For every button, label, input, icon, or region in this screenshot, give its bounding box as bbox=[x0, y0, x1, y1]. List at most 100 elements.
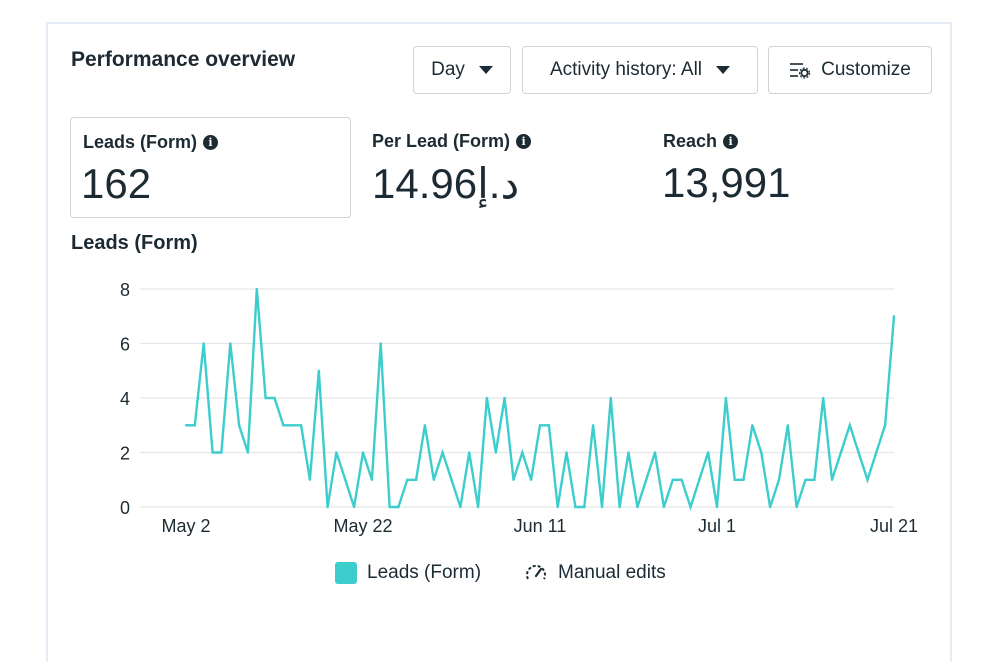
data-point bbox=[184, 424, 188, 427]
data-point bbox=[822, 396, 825, 400]
y-tick-label: 6 bbox=[120, 335, 130, 355]
data-point bbox=[397, 505, 400, 509]
data-point bbox=[352, 505, 356, 509]
data-point bbox=[538, 424, 542, 427]
data-point bbox=[662, 505, 666, 509]
data-point bbox=[308, 478, 312, 481]
metric-label: Leads (Form) i bbox=[83, 132, 219, 153]
data-point bbox=[715, 505, 719, 509]
data-point bbox=[609, 396, 612, 400]
activity-history-label: Activity history: All bbox=[549, 59, 703, 80]
page-title: Performance overview bbox=[71, 48, 296, 71]
legend-swatch bbox=[335, 562, 357, 584]
data-point bbox=[565, 451, 568, 454]
x-tick-label: May 22 bbox=[333, 516, 392, 536]
data-point bbox=[680, 478, 683, 481]
customize-label: Customize bbox=[821, 59, 911, 80]
data-point bbox=[742, 478, 745, 481]
data-point bbox=[379, 342, 382, 345]
performance-overview-card bbox=[46, 22, 952, 662]
data-point bbox=[760, 451, 763, 454]
data-point bbox=[751, 424, 754, 427]
metric-reach[interactable]: Reach i 13,991 bbox=[652, 117, 922, 218]
data-point bbox=[671, 478, 674, 481]
x-tick-label: May 2 bbox=[161, 516, 210, 536]
activity-history-dropdown[interactable]: Activity history: All bbox=[522, 46, 758, 94]
legend-leads[interactable]: Leads (Form) bbox=[335, 562, 481, 584]
data-point bbox=[299, 424, 303, 427]
metric-leads[interactable]: Leads (Form) i 162 bbox=[70, 117, 351, 218]
info-icon[interactable]: i bbox=[516, 134, 532, 149]
data-point bbox=[733, 478, 736, 481]
data-point bbox=[591, 424, 595, 427]
data-point bbox=[255, 287, 258, 291]
data-point bbox=[459, 505, 462, 509]
data-point bbox=[450, 478, 453, 481]
metric-value: 162 bbox=[81, 160, 152, 207]
sliders-gear-icon bbox=[790, 63, 811, 79]
info-icon[interactable]: i bbox=[203, 135, 219, 150]
legend-manual-edits[interactable]: Manual edits bbox=[524, 562, 666, 584]
data-point bbox=[414, 478, 418, 481]
data-point bbox=[494, 451, 497, 454]
customize-button[interactable]: Customize bbox=[768, 46, 932, 94]
data-point bbox=[724, 396, 728, 400]
data-point bbox=[866, 478, 869, 481]
y-tick-label: 8 bbox=[120, 280, 130, 300]
data-point bbox=[291, 424, 294, 427]
data-point bbox=[335, 451, 338, 454]
data-point bbox=[618, 505, 621, 509]
y-tick-label: 4 bbox=[120, 389, 130, 409]
data-point bbox=[848, 424, 851, 427]
legend-manual-edits-label: Manual edits bbox=[558, 562, 666, 583]
data-point bbox=[317, 369, 320, 372]
data-point bbox=[344, 478, 347, 481]
data-point bbox=[282, 424, 285, 427]
data-point bbox=[813, 478, 816, 481]
chart-title: Leads (Form) bbox=[71, 232, 198, 254]
data-point bbox=[432, 478, 435, 481]
data-point bbox=[246, 451, 250, 454]
data-point bbox=[202, 342, 205, 345]
data-point bbox=[388, 505, 391, 509]
data-point bbox=[237, 424, 241, 427]
data-point bbox=[777, 478, 781, 481]
metric-label: Reach i bbox=[663, 131, 739, 152]
data-point bbox=[804, 478, 807, 481]
data-point bbox=[229, 342, 232, 345]
data-point bbox=[521, 451, 524, 454]
data-point bbox=[627, 451, 630, 454]
data-point bbox=[503, 396, 506, 400]
data-point bbox=[476, 505, 480, 509]
data-point bbox=[370, 478, 374, 481]
data-point bbox=[264, 396, 267, 400]
data-point bbox=[468, 451, 471, 454]
data-point bbox=[892, 315, 896, 318]
data-point bbox=[361, 451, 365, 454]
data-point bbox=[529, 478, 533, 481]
data-point bbox=[653, 451, 657, 454]
data-point bbox=[830, 478, 834, 481]
day-dropdown-label: Day bbox=[431, 59, 465, 80]
data-point bbox=[839, 451, 843, 454]
data-point bbox=[698, 478, 701, 481]
data-point bbox=[883, 424, 887, 427]
data-point bbox=[326, 505, 329, 509]
data-point bbox=[220, 451, 223, 454]
day-dropdown[interactable]: Day bbox=[413, 46, 511, 94]
y-tick-label: 0 bbox=[120, 498, 130, 518]
metric-value: 14.96د.إ bbox=[372, 160, 520, 207]
data-point bbox=[406, 478, 409, 481]
data-point bbox=[547, 424, 551, 427]
x-tick-label: Jul 1 bbox=[698, 516, 736, 536]
y-tick-label: 2 bbox=[120, 444, 130, 464]
data-point bbox=[556, 505, 559, 509]
data-point bbox=[689, 505, 692, 509]
data-point bbox=[574, 505, 577, 509]
x-tick-label: Jul 21 bbox=[870, 516, 918, 536]
info-icon[interactable]: i bbox=[723, 134, 739, 149]
metric-per-lead[interactable]: Per Lead (Form) i 14.96د.إ bbox=[362, 117, 632, 218]
gauge-pencil-icon bbox=[526, 564, 546, 580]
data-point bbox=[786, 424, 789, 427]
